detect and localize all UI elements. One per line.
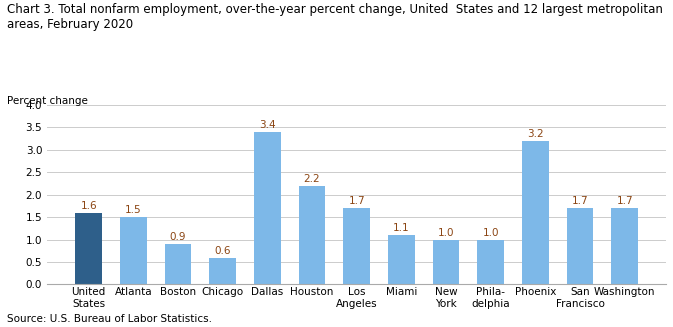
Text: 1.6: 1.6 bbox=[80, 201, 97, 211]
Text: 0.9: 0.9 bbox=[170, 232, 186, 242]
Bar bbox=[433, 239, 460, 284]
Text: 1.0: 1.0 bbox=[437, 228, 454, 238]
Text: Source: U.S. Bureau of Labor Statistics.: Source: U.S. Bureau of Labor Statistics. bbox=[7, 314, 212, 324]
Bar bbox=[120, 217, 147, 284]
Text: 0.6: 0.6 bbox=[215, 246, 231, 256]
Text: Chart 3. Total nonfarm employment, over-the-year percent change, United  States : Chart 3. Total nonfarm employment, over-… bbox=[7, 3, 663, 31]
Bar bbox=[522, 141, 548, 284]
Bar bbox=[254, 131, 281, 284]
Text: 1.5: 1.5 bbox=[125, 205, 141, 215]
Text: 1.7: 1.7 bbox=[616, 196, 633, 206]
Text: 3.2: 3.2 bbox=[527, 129, 544, 139]
Bar bbox=[165, 244, 191, 284]
Bar bbox=[209, 258, 236, 284]
Text: 1.0: 1.0 bbox=[483, 228, 499, 238]
Bar bbox=[299, 185, 326, 284]
Text: 2.2: 2.2 bbox=[304, 174, 320, 184]
Text: 1.1: 1.1 bbox=[393, 223, 410, 233]
Text: Percent change: Percent change bbox=[7, 96, 87, 107]
Bar bbox=[388, 235, 415, 284]
Text: 3.4: 3.4 bbox=[259, 120, 276, 130]
Bar bbox=[343, 208, 370, 284]
Text: 1.7: 1.7 bbox=[349, 196, 365, 206]
Bar bbox=[611, 208, 638, 284]
Bar bbox=[567, 208, 594, 284]
Bar bbox=[477, 239, 504, 284]
Text: 1.7: 1.7 bbox=[572, 196, 588, 206]
Bar bbox=[75, 213, 102, 284]
